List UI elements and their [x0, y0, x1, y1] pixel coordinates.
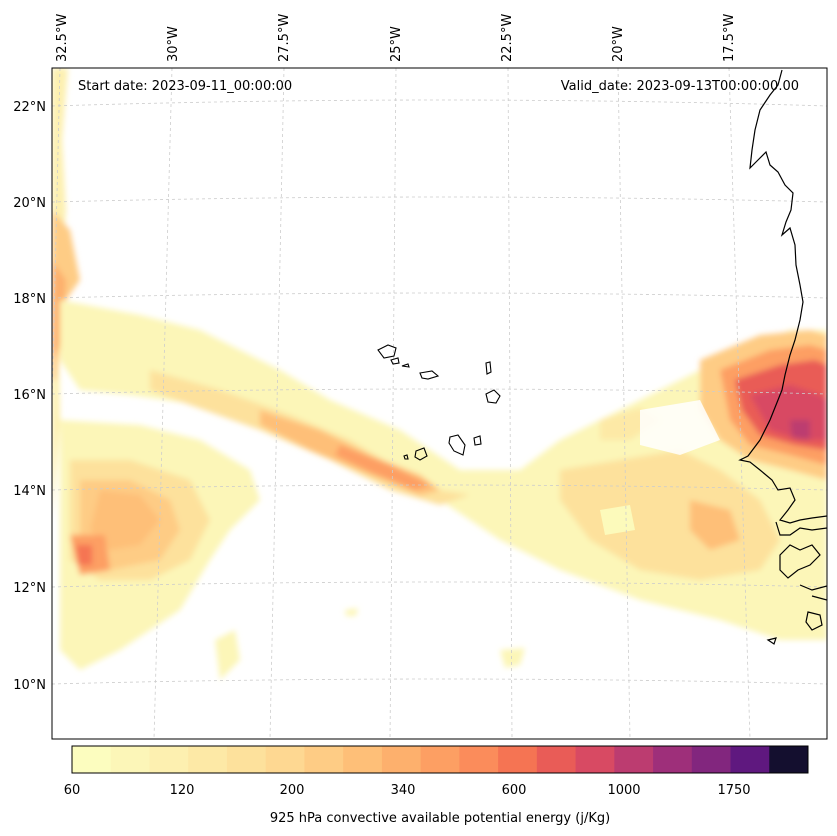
lat-label-6: 12°N: [13, 581, 46, 596]
lat-label-2: 20°N: [13, 196, 46, 211]
gridlines: [52, 68, 827, 739]
colorbar-border: [71, 745, 809, 774]
colorbar-swatch: [304, 746, 344, 773]
colorbar-swatch: [343, 746, 383, 773]
longitude-labels: 32.5°W 30°W 27.5°W 25°W 22.5°W 20°W 17.5…: [55, 14, 737, 62]
colorbar-tick-5: 600: [502, 783, 527, 798]
map-border: [51, 67, 828, 740]
colorbar-swatch: [730, 746, 770, 773]
lon-label-6: 20°W: [611, 26, 626, 62]
colorbar-swatch: [149, 746, 189, 773]
colorbar-swatch: [459, 746, 499, 773]
colorbar-swatch: [72, 746, 112, 773]
lat-label-4: 16°N: [13, 388, 46, 403]
lat-label-7: 10°N: [13, 678, 46, 693]
colorbar-title: 925 hPa convective available potential e…: [270, 811, 610, 826]
valid-date: Valid_date: 2023-09-13T00:00:00.00: [561, 79, 799, 94]
colorbar-tick-6: 1000: [607, 783, 640, 798]
colorbar-swatch: [536, 746, 577, 773]
cape-field: [52, 68, 827, 680]
colorbar-ticks: 60 120 200 340 600 1000 1750: [64, 783, 751, 798]
colorbar-tick-3: 200: [280, 783, 305, 798]
colorbar-swatch: [614, 746, 654, 773]
colorbar-tick-4: 340: [391, 783, 416, 798]
lon-label-3: 27.5°W: [277, 14, 292, 62]
coastline: [738, 69, 827, 645]
lon-label-7: 17.5°W: [722, 14, 737, 62]
colorbar-swatch: [265, 746, 305, 773]
colorbar-tick-7: 1750: [717, 783, 750, 798]
map-area: Start date: 2023-09-11_00:00:00 Valid_da…: [52, 68, 827, 739]
colorbar-swatch: [110, 746, 150, 773]
colorbar-swatch: [653, 746, 693, 773]
lat-label-3: 18°N: [13, 292, 46, 307]
lat-label-1: 22°N: [13, 100, 46, 115]
colorbar-swatch: [188, 746, 228, 773]
colorbar-tick-1: 60: [64, 783, 81, 798]
colorbar-swatch: [498, 746, 538, 773]
lat-label-5: 14°N: [13, 484, 46, 499]
start-date: Start date: 2023-09-11_00:00:00: [78, 79, 292, 94]
colorbar-swatch: [381, 746, 422, 773]
colorbar-swatch: [691, 746, 732, 773]
colorbar-swatch: [769, 746, 809, 773]
colorbar-swatch: [226, 746, 267, 773]
lon-label-2: 30°W: [166, 26, 181, 62]
lon-label-5: 22.5°W: [500, 14, 515, 62]
lon-label-1: 32.5°W: [55, 14, 70, 62]
colorbar-swatch: [420, 746, 460, 773]
lon-label-4: 25°W: [389, 26, 404, 62]
colorbar-swatch: [575, 746, 615, 773]
cape-verde-islands: [377, 344, 501, 461]
latitude-labels: 22°N 20°N 18°N 16°N 14°N 12°N 10°N: [13, 100, 46, 693]
cape-gaps: [600, 400, 720, 535]
colorbar: [72, 746, 809, 773]
colorbar-tick-2: 120: [170, 783, 195, 798]
